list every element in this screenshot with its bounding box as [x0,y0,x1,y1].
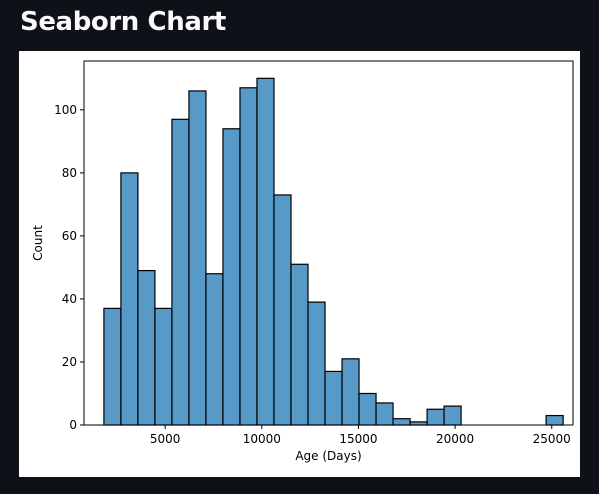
histogram-bar [103,307,122,426]
histogram-bar [171,118,190,426]
y-tick-label: 100 [54,103,77,117]
histogram-bar [324,370,343,426]
histogram-bar [341,358,360,426]
page-title: Seaborn Chart [20,7,226,37]
y-tick-label: 20 [62,355,77,369]
y-axis-label: Count [31,225,45,261]
histogram-bar [222,128,241,426]
histogram-bar [307,301,326,426]
chart-figure: 5000 10000 15000 20000 25000 0 20 40 60 80 100 Ag… [19,51,580,477]
histogram-bar [545,414,564,426]
histogram-bar [205,273,224,426]
y-tick-label: 0 [69,418,77,432]
x-tick-label: 5000 [150,432,181,446]
histogram-bar [290,263,309,426]
histogram-bar [137,269,156,426]
bars-group [103,77,564,426]
histogram-bar [392,418,411,426]
x-tick-label: 25000 [533,432,571,446]
x-axis: 5000 10000 15000 20000 25000 [150,425,571,446]
histogram-bar [375,402,394,426]
histogram-bar [273,194,292,426]
histogram-chart: 5000 10000 15000 20000 25000 0 20 40 60 80 100 Ag… [31,60,574,463]
histogram-bar [120,172,139,426]
histogram-bar [154,307,173,426]
plot-frame [83,60,574,426]
histogram-bar [426,408,445,426]
y-tick-label: 80 [62,166,77,180]
y-axis: 0 20 40 60 80 100 [54,103,84,432]
x-tick-label: 10000 [243,432,281,446]
histogram-bar [358,392,377,426]
y-tick-label: 40 [62,292,77,306]
y-tick-label: 60 [62,229,77,243]
x-axis-label: Age (Days) [295,449,361,463]
histogram-bar [188,90,207,426]
x-tick-label: 20000 [436,432,474,446]
histogram-bar [239,87,258,426]
x-tick-label: 15000 [339,432,377,446]
histogram-bar [443,405,462,426]
histogram-bar [256,77,275,426]
